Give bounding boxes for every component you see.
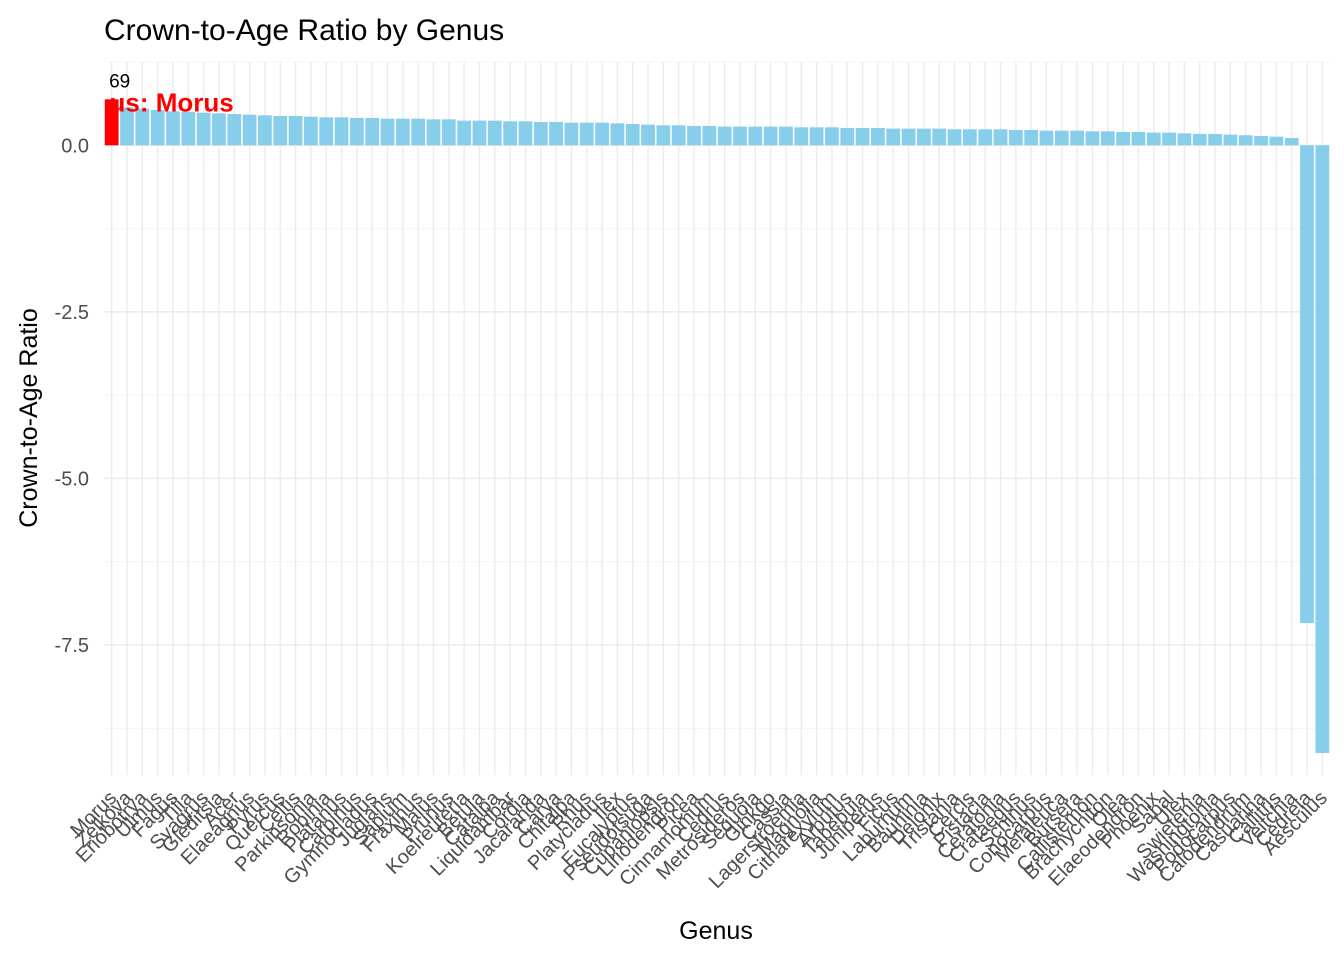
bar-ficus	[886, 128, 901, 146]
bar-melaleuca	[1054, 130, 1069, 146]
bar-koelreuteria	[457, 120, 472, 146]
bar-morus	[104, 99, 119, 146]
bar-cinnamomum	[702, 125, 717, 146]
bar-crataegus	[1008, 129, 1023, 146]
bar-platycladus	[595, 122, 609, 146]
annotation-label: us: Morus	[110, 87, 234, 117]
y-tick-label: 0.0	[61, 135, 89, 157]
bar-swietenia	[1192, 133, 1207, 146]
bar-sabal	[1162, 132, 1176, 146]
bar-carpinus	[349, 117, 364, 146]
bar-elaeagnus	[242, 114, 257, 146]
bar-juglans	[380, 118, 395, 146]
annotation-group: 69 us: Morus	[109, 71, 234, 117]
bar-parkinsonia	[303, 116, 318, 146]
y-tick-labels: 0.0 -2.5 -5.0 -7.5	[55, 135, 89, 657]
bar-malus	[426, 119, 441, 146]
bar-eucalyptus	[625, 123, 640, 146]
bar-metrosideros	[733, 126, 747, 146]
x-tick-labels: MorusZelkovaEriobotryaUlmusFagusTiliaSya…	[66, 786, 1332, 893]
bar-tristania	[947, 129, 962, 146]
y-tick-label: -2.5	[55, 302, 89, 324]
bar-jacaranda	[533, 121, 548, 146]
bars-group	[104, 99, 1330, 754]
bar-podocarpus	[1223, 134, 1238, 146]
y-tick-label: -5.0	[55, 468, 89, 490]
bar-rhus	[579, 122, 594, 146]
bar-callitris	[1269, 136, 1284, 146]
bar-gleditsia	[212, 113, 226, 146]
bar-pistacia	[978, 129, 993, 146]
annotation-value: 69	[109, 71, 130, 92]
bar-brachychiton	[1100, 131, 1115, 146]
bar-phoenix	[1146, 132, 1161, 146]
bar-quercus	[273, 115, 288, 146]
bar-cedrela	[1300, 145, 1314, 624]
bar-liquidambar	[503, 121, 518, 146]
y-axis-title: Crown-to-Age Ratio	[15, 308, 43, 528]
bar-elaeodendron	[1131, 131, 1146, 146]
bar-ulmus	[150, 109, 165, 146]
bar-calodendrum	[1238, 135, 1253, 146]
chart-title: Crown-to-Age Ratio by Genus	[104, 14, 504, 47]
grid-minor-lines	[104, 61, 1330, 729]
bar-cordia	[518, 121, 533, 146]
bar-tilia	[181, 111, 196, 146]
bar-tabebuia	[855, 127, 870, 146]
bar-catalpa	[487, 120, 502, 146]
bar-bursera	[1070, 130, 1085, 146]
bar-fraxinus	[411, 118, 426, 146]
bar-pyrus	[258, 115, 272, 146]
grid-major-lines	[104, 62, 1330, 775]
bar-juniperus	[871, 127, 885, 146]
bar-cassia	[779, 126, 793, 146]
bar-gymnocladus	[365, 117, 380, 146]
bar-acer	[227, 113, 242, 146]
bar-betula	[472, 120, 487, 146]
bar-ginkgo	[763, 126, 778, 146]
bar-ulex	[1177, 133, 1192, 146]
bar-veitchia	[1284, 137, 1299, 146]
bar-robinia	[319, 117, 334, 146]
bar-sequoia	[748, 126, 763, 146]
bar-arbutus	[840, 127, 855, 146]
bar-laburnum	[901, 128, 916, 146]
bar-aesculus	[1315, 145, 1330, 754]
bar-delonix	[932, 128, 947, 146]
bar-syagrus	[196, 112, 211, 146]
bar-eriobotrya	[135, 108, 150, 146]
bar-cupaniopsis	[656, 125, 671, 146]
bar-pseudotsuga	[641, 124, 655, 146]
bar-bauhinia	[916, 128, 931, 146]
bar-picea	[687, 125, 701, 146]
bar-magnolia	[809, 127, 824, 146]
bar-liriodendron	[671, 125, 686, 146]
bar-casuarina	[1254, 135, 1268, 146]
bar-washingtonia	[1208, 133, 1222, 146]
bar-carya	[549, 121, 563, 146]
bar-callistemon	[1085, 131, 1100, 146]
bar-fagus	[166, 111, 180, 146]
bar-prunus	[441, 119, 456, 146]
bar-olea	[1116, 131, 1131, 146]
bar-ilex	[610, 123, 625, 146]
bar-schinus	[1024, 129, 1039, 146]
bar-ceratonia	[993, 129, 1008, 146]
bar-chitalpa	[564, 122, 579, 146]
bar-conocarpus	[1039, 130, 1054, 146]
bar-cercis	[962, 129, 977, 146]
bar-lagerstroemia	[794, 127, 809, 146]
bar-zelkova	[120, 107, 134, 146]
x-axis-title: Genus	[679, 917, 753, 945]
bar-cedrus	[717, 126, 732, 146]
bar-citharexylum	[825, 127, 839, 146]
y-tick-label: -7.5	[55, 635, 89, 657]
bar-platanus	[334, 117, 349, 146]
bar-sapium	[395, 118, 410, 146]
bar-celtis	[288, 115, 303, 146]
